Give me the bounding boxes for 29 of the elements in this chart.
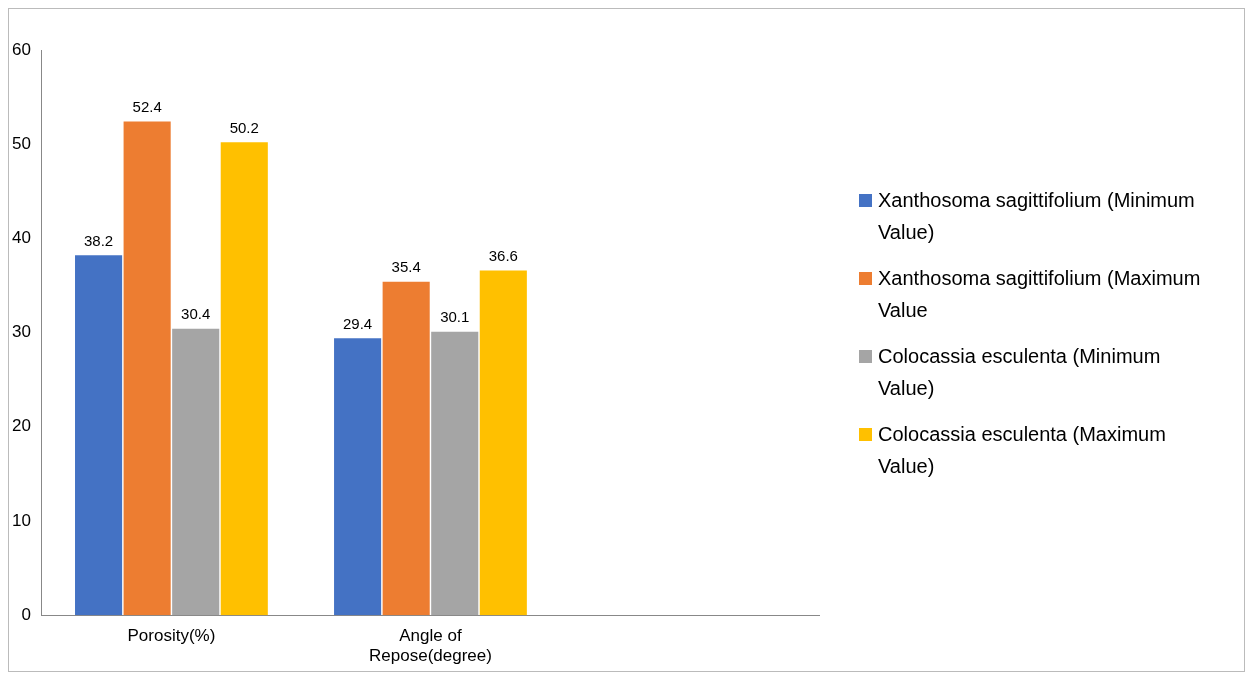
bar xyxy=(479,270,527,616)
data-label: 30.1 xyxy=(440,308,470,326)
y-tick-label: 30 xyxy=(11,322,31,342)
y-tick-label: 40 xyxy=(11,228,31,248)
legend-label: Colocassia esculenta (Minimum Value) xyxy=(878,344,1162,401)
legend-label: Colocassia esculenta (Maximum Value) xyxy=(878,422,1167,479)
x-tick-label: Angle of Repose(degree) xyxy=(369,626,492,666)
y-tick-label: 10 xyxy=(11,510,31,530)
data-label: 29.4 xyxy=(343,314,373,332)
y-tick-label: 0 xyxy=(21,604,31,624)
data-label: 30.4 xyxy=(181,305,211,323)
data-label: 52.4 xyxy=(132,98,162,116)
y-tick-label: 20 xyxy=(11,416,31,436)
legend-label: Xanthosoma sagittifolium (Minimum Value) xyxy=(878,188,1196,245)
bar xyxy=(334,338,382,616)
y-tick-label: 50 xyxy=(11,133,31,153)
bar xyxy=(220,142,268,616)
data-label: 50.2 xyxy=(229,118,259,136)
bar xyxy=(172,328,220,616)
y-tick-label: 60 xyxy=(11,39,31,59)
data-label: 38.2 xyxy=(83,232,114,249)
data-label: 36.6 xyxy=(488,247,518,265)
legend-label: Xanthosoma sagittifolium (Maximum Value xyxy=(878,266,1202,323)
x-tick-label: Porosity(%) xyxy=(127,626,216,646)
bar xyxy=(123,121,171,616)
bar xyxy=(382,281,430,616)
bar xyxy=(431,331,479,616)
data-label: 35.4 xyxy=(391,258,421,276)
bar xyxy=(75,255,123,616)
